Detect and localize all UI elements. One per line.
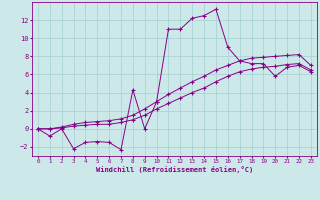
X-axis label: Windchill (Refroidissement éolien,°C): Windchill (Refroidissement éolien,°C): [96, 166, 253, 173]
